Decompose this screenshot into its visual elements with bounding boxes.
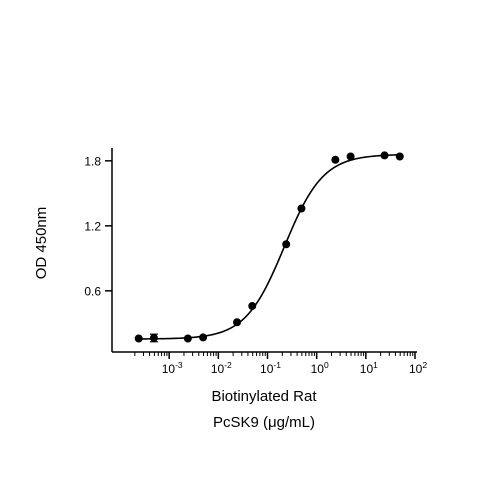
y-tick-label: 0.6 xyxy=(84,284,101,298)
data-point xyxy=(149,333,158,342)
x-ticks: 10-3 10-2 10-1 100 101 102 xyxy=(134,352,427,376)
data-points xyxy=(134,151,404,343)
data-point xyxy=(346,152,355,161)
data-point xyxy=(395,152,404,161)
fit-curve xyxy=(138,154,400,340)
y-axis-title: OD 450nm xyxy=(33,207,50,280)
data-point xyxy=(282,240,291,249)
x-tick-label: 10-1 xyxy=(260,360,281,376)
y-ticks: 0.6 1.2 1.8 xyxy=(84,154,112,298)
y-tick-label: 1.8 xyxy=(84,154,101,168)
x-axis-title-line-2: PcSK9 (μg/mL) xyxy=(213,414,315,431)
x-tick-label: 101 xyxy=(360,360,378,376)
data-point xyxy=(380,151,389,160)
data-point xyxy=(199,333,208,342)
data-point xyxy=(183,334,192,343)
x-tick-label: 10-3 xyxy=(162,360,183,376)
data-point xyxy=(233,318,242,327)
y-tick-label: 1.2 xyxy=(84,219,101,233)
x-axis-title-line-1: Biotinylated Rat xyxy=(211,388,317,405)
x-tick-label: 100 xyxy=(311,360,329,376)
axes xyxy=(111,148,417,353)
data-point xyxy=(248,302,257,310)
data-point xyxy=(134,334,143,343)
data-point xyxy=(331,155,340,164)
x-tick-label: 102 xyxy=(409,360,427,376)
data-point xyxy=(297,204,306,213)
x-tick-label: 10-2 xyxy=(211,360,232,376)
